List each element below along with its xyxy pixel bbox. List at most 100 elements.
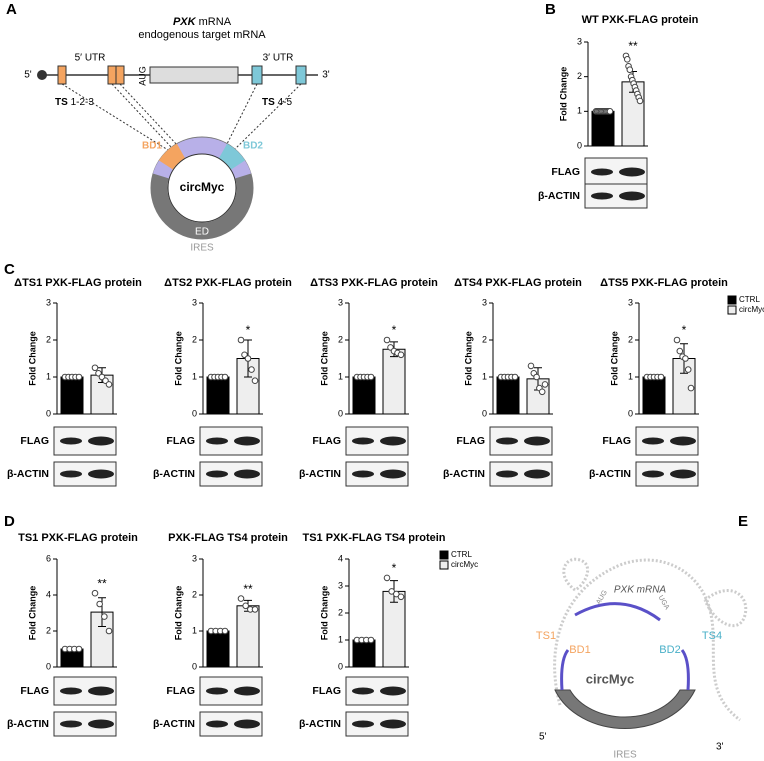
panel-label: C <box>4 261 15 278</box>
band <box>642 470 664 478</box>
band <box>352 437 374 445</box>
blot-label: FLAG <box>20 685 49 697</box>
bd-side <box>560 649 690 691</box>
y-tick-label: 0 <box>46 408 51 418</box>
y-tick-label: 1 <box>338 371 343 381</box>
band <box>234 436 260 446</box>
ts-box <box>251 65 263 85</box>
data-point <box>75 373 83 381</box>
data-point <box>397 593 405 601</box>
bd-arc <box>574 602 661 622</box>
blot-label: β-ACTIN <box>7 718 49 730</box>
connectors <box>61 83 302 151</box>
band <box>206 687 228 695</box>
y-tick-label: 2 <box>338 607 343 617</box>
y-axis-label: Fold Change <box>319 586 329 641</box>
ts-left: TS 1-2-3 <box>55 97 94 108</box>
data-point <box>91 364 99 372</box>
cds <box>149 66 239 84</box>
ed: ED <box>195 227 209 238</box>
blot-label: FLAG <box>312 685 341 697</box>
band <box>206 720 228 728</box>
y-tick-label: 6 <box>46 553 51 563</box>
data-point <box>248 366 255 373</box>
mrna-strand <box>553 558 741 722</box>
end-5: 5' <box>24 70 32 81</box>
ts4: TS4 <box>702 630 722 642</box>
band <box>88 436 114 446</box>
y-tick-label: 3 <box>628 297 633 307</box>
band <box>524 469 550 479</box>
y-tick-label: 3 <box>338 580 343 590</box>
legend-swatch <box>727 295 737 305</box>
blot-label: β-ACTIN <box>299 468 341 480</box>
y-axis-label: Fold Change <box>558 67 568 122</box>
significance: ** <box>628 39 638 53</box>
blot-label: FLAG <box>20 435 49 447</box>
data-point <box>673 336 681 344</box>
bar <box>236 605 260 668</box>
legend-label: circMyc <box>739 305 764 314</box>
y-tick-label: 2 <box>192 334 197 344</box>
data-point <box>541 381 549 388</box>
mrna-title: PXK mRNA <box>173 16 232 28</box>
data-point <box>96 600 103 608</box>
significance: ** <box>97 576 107 590</box>
y-tick-label: 3 <box>192 553 197 563</box>
y-axis-label: Fold Change <box>173 586 183 641</box>
band <box>88 686 114 696</box>
panel-label: A <box>6 1 17 18</box>
circ: circMyc <box>180 180 225 194</box>
y-tick-label: 0 <box>192 408 197 418</box>
bd2: BD2 <box>243 141 263 152</box>
bar <box>496 376 520 415</box>
y-tick-label: 3 <box>46 297 51 307</box>
bd2: BD2 <box>659 644 680 656</box>
band <box>380 469 406 479</box>
y-tick-label: 3 <box>577 36 582 46</box>
ires: IRES <box>613 750 637 761</box>
band <box>496 437 518 445</box>
data-point <box>75 645 83 653</box>
data-point <box>383 574 391 582</box>
y-tick-label: 2 <box>482 334 487 344</box>
ts-range: 4-5 <box>278 97 293 108</box>
y-tick-label: 3 <box>338 297 343 307</box>
legend-label: CTRL <box>739 295 760 304</box>
chart-title: ΔTS2 PXK-FLAG protein <box>164 277 292 289</box>
bd1: BD1 <box>142 141 162 152</box>
chart-title: ΔTS5 PXK-FLAG protein <box>600 277 728 289</box>
chart-title: ΔTS1 PXK-FLAG protein <box>14 277 142 289</box>
band <box>670 436 696 446</box>
ires: IRES <box>190 243 214 254</box>
y-tick-label: 3 <box>482 297 487 307</box>
data-point <box>367 373 375 381</box>
blot-label: β-ACTIN <box>153 468 195 480</box>
band <box>591 192 613 200</box>
circ: circMyc <box>586 671 634 686</box>
blot-label: β-ACTIN <box>538 190 580 202</box>
data-point <box>533 373 540 381</box>
y-axis-label: Fold Change <box>27 586 37 641</box>
y-tick-label: 1 <box>338 634 343 644</box>
blot-label: FLAG <box>602 435 631 447</box>
y-tick-label: 0 <box>192 661 197 671</box>
data-point <box>511 373 519 381</box>
ts: TS <box>55 97 68 108</box>
data-point <box>527 362 535 370</box>
bd1-seg <box>158 143 186 171</box>
band <box>670 469 696 479</box>
data-point <box>606 108 614 115</box>
band <box>60 470 82 478</box>
data-point <box>383 336 391 344</box>
diagram-e: circMyc PXK mRNA TS1 BD1 TS4 BD2 AUG UGA… <box>536 557 748 761</box>
y-axis-label: Fold Change <box>463 331 473 386</box>
band <box>591 168 613 176</box>
diagram-a: PXK mRNA endogenous target mRNA 5' 3' AU… <box>24 16 330 254</box>
y-tick-label: 3 <box>192 297 197 307</box>
blot-label: FLAG <box>166 685 195 697</box>
blot-label: FLAG <box>551 166 580 178</box>
y-tick-label: 0 <box>628 408 633 418</box>
ts: TS <box>262 97 275 108</box>
mrna: PXK mRNA <box>614 585 667 596</box>
